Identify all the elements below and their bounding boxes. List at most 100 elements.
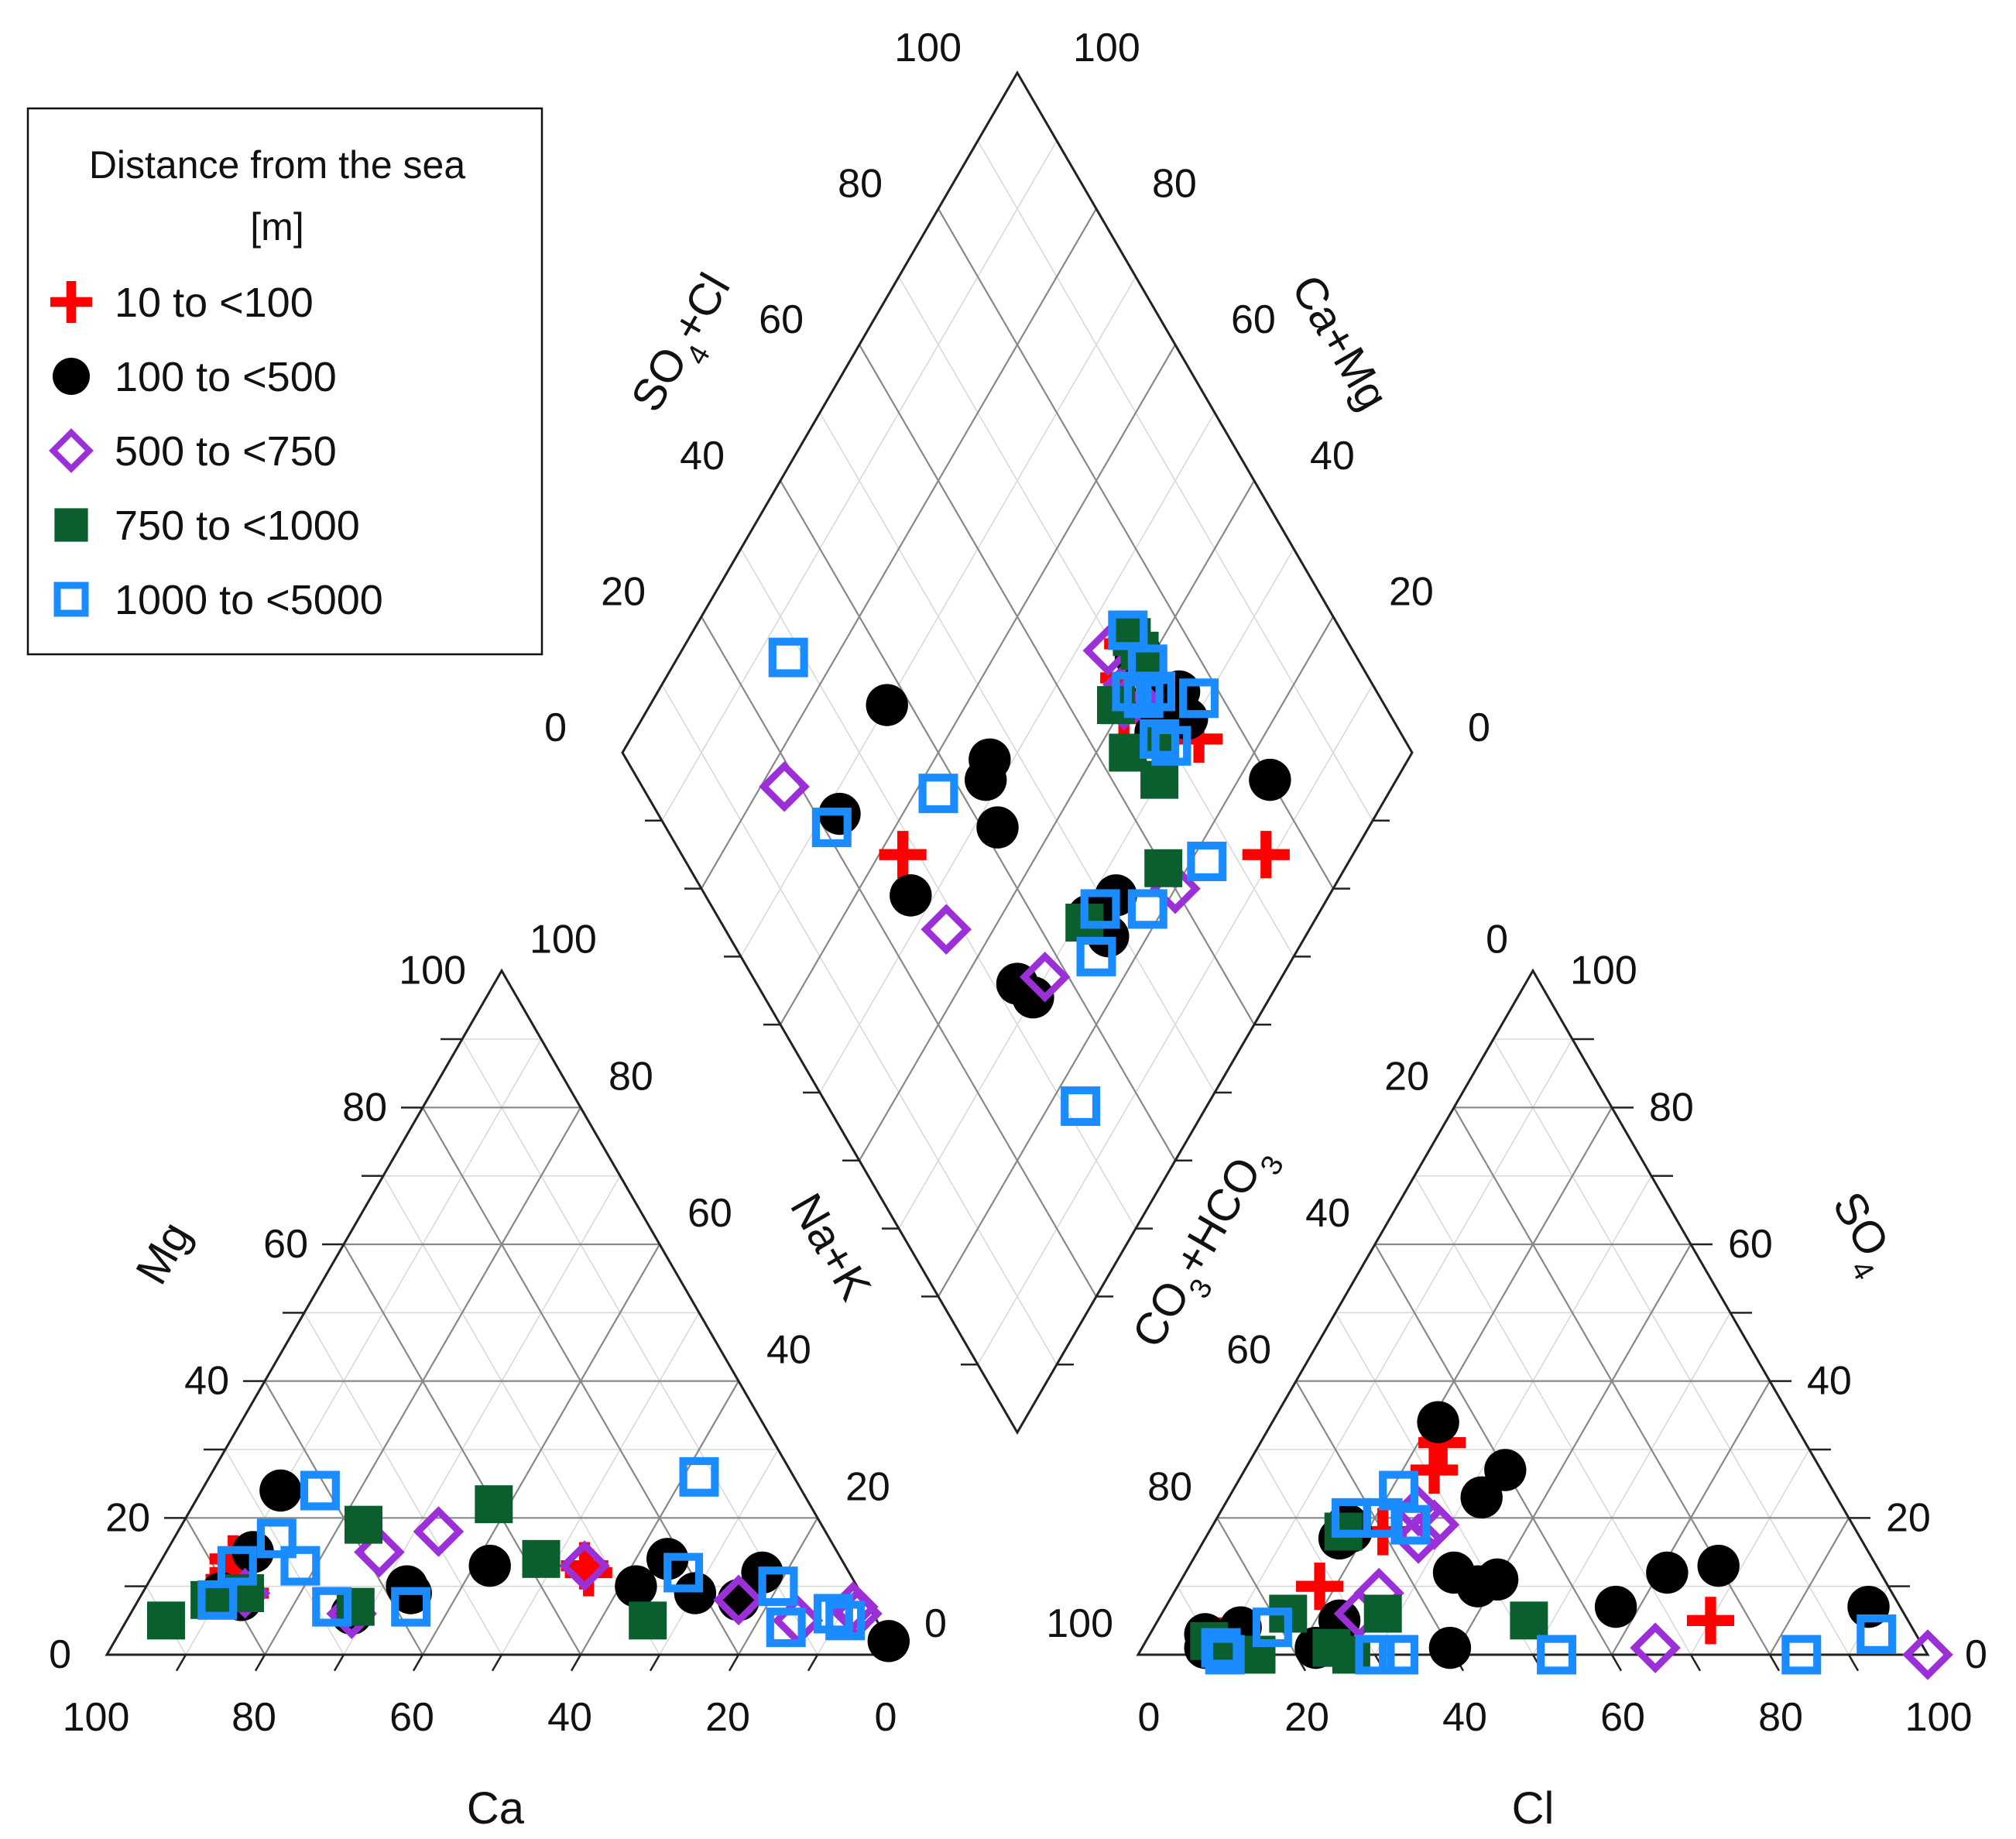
cation-bottom-tick (254, 1654, 266, 1672)
cation-left-tick-label: 100 (399, 949, 466, 993)
cation-triangle-gridline (659, 1449, 779, 1655)
anion-bottom-tick-label: 0 (1138, 1695, 1161, 1740)
cation-bottom-tick (412, 1654, 424, 1672)
anion-triangle-gridline (1374, 1175, 1652, 1655)
diamond-left-tick-label: 60 (759, 297, 804, 342)
legend-marker (53, 358, 90, 395)
cation-right-tick-label: 20 (845, 1464, 890, 1509)
legend-marker (54, 508, 88, 542)
diamond-gridline (898, 276, 1294, 957)
diamond-point (1140, 760, 1179, 799)
anion-left-tick (1325, 1312, 1337, 1330)
anion-point (1781, 1635, 1822, 1675)
diamond-point (1080, 889, 1120, 929)
anion-point (1379, 1635, 1419, 1675)
cation-point (391, 1587, 431, 1627)
cation-point (197, 1580, 238, 1620)
anion-right-tick-label: 100 (1570, 949, 1637, 993)
diamond-right-tick-label: 20 (1389, 569, 1434, 614)
legend-entry-label: 500 to <750 (115, 428, 337, 475)
diamond-point (768, 637, 808, 678)
anion-left-tick (1285, 1381, 1298, 1398)
anion-left-tick-label: 40 (1305, 1191, 1350, 1236)
diamond-point (879, 831, 927, 879)
anion-point (1205, 1635, 1245, 1675)
diamond-point (976, 806, 1019, 849)
anion-bottom-tick (1768, 1654, 1781, 1672)
diamond-point (1012, 976, 1054, 1019)
diamond-left-tick-label: 100 (894, 26, 962, 70)
grid-layer (146, 140, 1889, 1655)
anion-point (1460, 1476, 1503, 1519)
diamond-point (1076, 936, 1116, 976)
anion-right-tick-label: 80 (1649, 1085, 1694, 1130)
diamond-right-tick-label: 100 (1073, 26, 1140, 70)
diamond-point (811, 808, 852, 848)
cation-point (825, 1601, 866, 1641)
legend-entry-label: 750 to <1000 (115, 503, 360, 549)
anion-point (1902, 1629, 1953, 1680)
cation-left-tick-label: 0 (49, 1632, 71, 1677)
diamond-gridline (938, 616, 1334, 1297)
point-layer (147, 610, 1953, 1680)
cation-bottom-tick (649, 1654, 661, 1672)
anion-triangle-gridline (1216, 1038, 1573, 1655)
cation-point (679, 1456, 719, 1497)
diamond-right-tick-label: 80 (1152, 162, 1197, 207)
diamond-left-tick-label: 40 (680, 434, 725, 479)
cation-bottom-tick (175, 1654, 187, 1672)
cation-point (147, 1601, 185, 1640)
diamond-point (1249, 758, 1291, 801)
cation-point (559, 1540, 610, 1591)
anion-bottom-tick (1847, 1654, 1860, 1672)
legend-marker (50, 281, 92, 323)
diamond-left-tick (653, 684, 663, 699)
diamond-right-tick (1174, 344, 1185, 359)
anion-left-tick (1483, 1038, 1495, 1056)
diamond-right-tick (1292, 547, 1303, 563)
cation-right-tick-label: 100 (530, 918, 597, 962)
diamond-gridline (819, 412, 1215, 1093)
anion-left-tick-label: 80 (1147, 1464, 1192, 1509)
diamond-gridline (701, 208, 1097, 890)
anion-right-tick-label: 40 (1807, 1359, 1852, 1404)
cation-left-axis-label: Mg (126, 1213, 201, 1292)
diamond-left-tick (929, 208, 940, 223)
cation-right-tick-label: 60 (687, 1191, 732, 1236)
diamond-left-tick-label: 20 (601, 569, 646, 614)
diamond-gridline (977, 140, 1373, 822)
diamond-point (918, 774, 958, 814)
anion-right-tick-label: 0 (1965, 1632, 1987, 1677)
cation-right-axis-label: Na+K (780, 1185, 881, 1309)
cation-bottom-tick (333, 1654, 345, 1672)
anion-left-tick-label: 20 (1384, 1054, 1429, 1099)
cation-point (413, 1506, 465, 1557)
anion-left-tick (1404, 1175, 1416, 1193)
diamond-right-tick (1371, 684, 1382, 699)
cation-right-tick (540, 1038, 552, 1056)
diamond-point (1019, 951, 1071, 1003)
cation-bottom-tick-label: 60 (389, 1695, 434, 1740)
anion-triangle-gridline (1414, 1175, 1692, 1655)
cation-point (468, 1544, 511, 1587)
cation-point (256, 1518, 297, 1559)
diamond-point (1179, 678, 1219, 719)
anion-triangle-gridline (1295, 1381, 1455, 1655)
cation-triangle-gridline (422, 1244, 660, 1655)
cation-right-tick-label: 0 (924, 1601, 947, 1646)
diamond-point (1140, 719, 1180, 759)
diamond-point (1135, 671, 1175, 712)
diamond-left-axis-label: SO4+Cl (622, 265, 752, 427)
diamond-gridline (701, 616, 1097, 1297)
cation-right-tick (579, 1106, 591, 1124)
anion-right-axis-label: SO4 (1812, 1184, 1907, 1286)
diamond-point (866, 684, 908, 726)
cation-bottom-tick-label: 80 (231, 1695, 276, 1740)
anion-point (1410, 1446, 1459, 1494)
cation-triangle-gridline (382, 1175, 660, 1655)
anion-bottom-tick-label: 40 (1442, 1695, 1487, 1740)
anion-point (1393, 1513, 1444, 1564)
diamond-point (1144, 849, 1183, 887)
diamond-left-tick-label: 0 (544, 705, 567, 750)
diamond-point (1127, 889, 1167, 929)
